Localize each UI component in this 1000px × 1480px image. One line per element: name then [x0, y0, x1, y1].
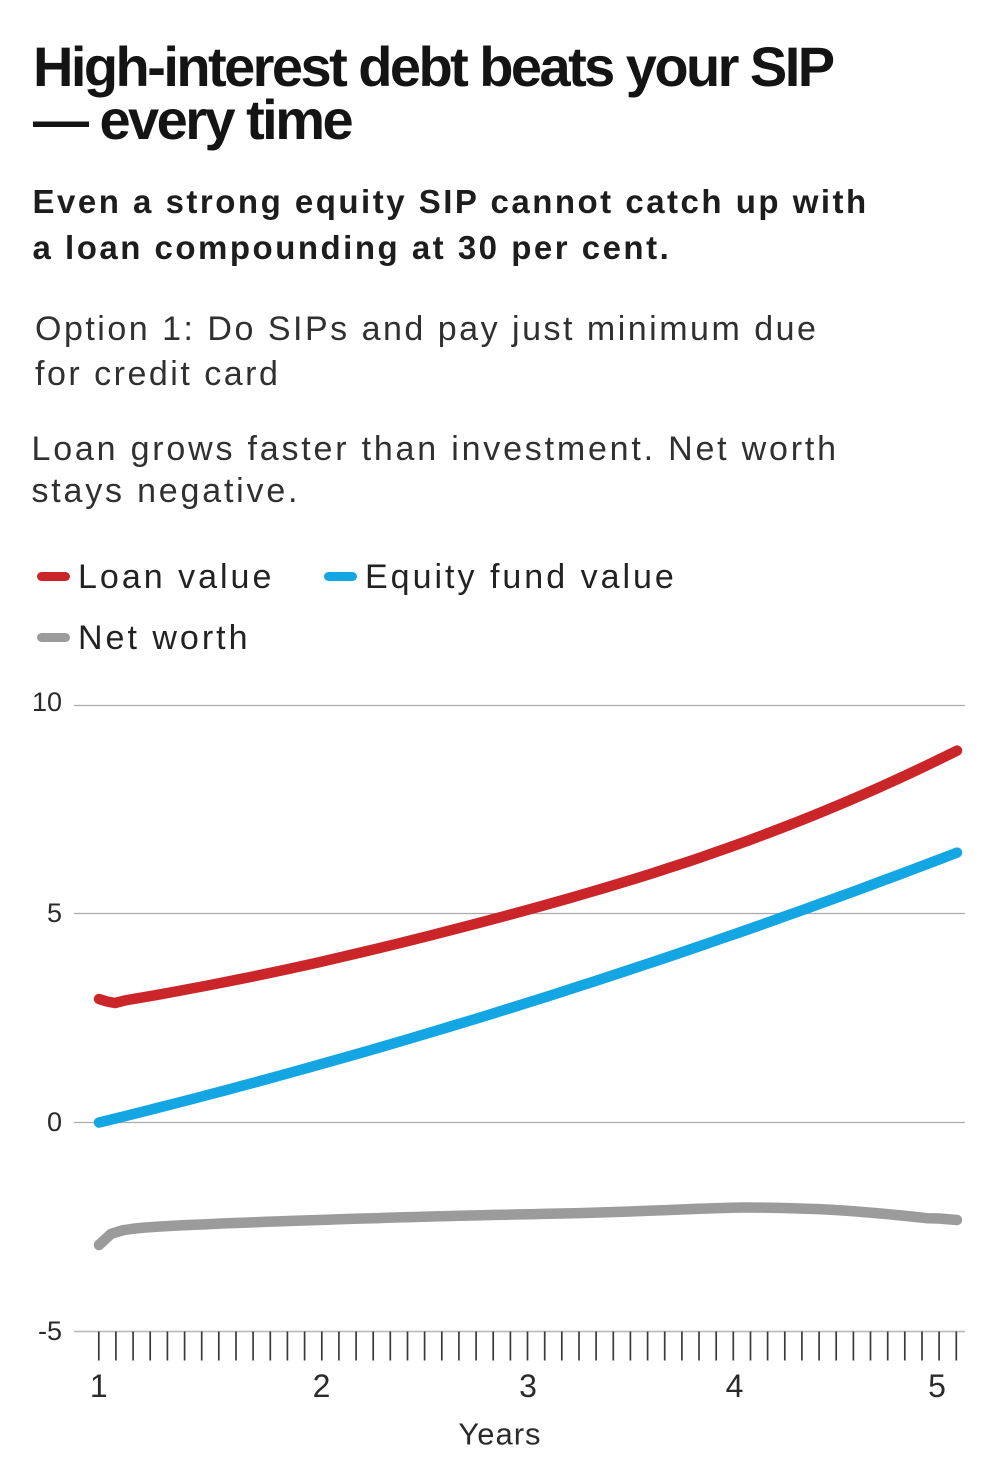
svg-text:10: 10: [32, 687, 62, 717]
svg-text:5: 5: [928, 1368, 946, 1404]
svg-text:2: 2: [313, 1368, 331, 1404]
svg-text:1: 1: [90, 1368, 108, 1404]
svg-text:-5: -5: [38, 1316, 62, 1346]
svg-text:5: 5: [47, 898, 62, 928]
svg-text:4: 4: [726, 1368, 744, 1404]
svg-text:0: 0: [47, 1107, 62, 1137]
svg-text:3: 3: [519, 1368, 537, 1404]
svg-text:Years: Years: [458, 1417, 541, 1452]
